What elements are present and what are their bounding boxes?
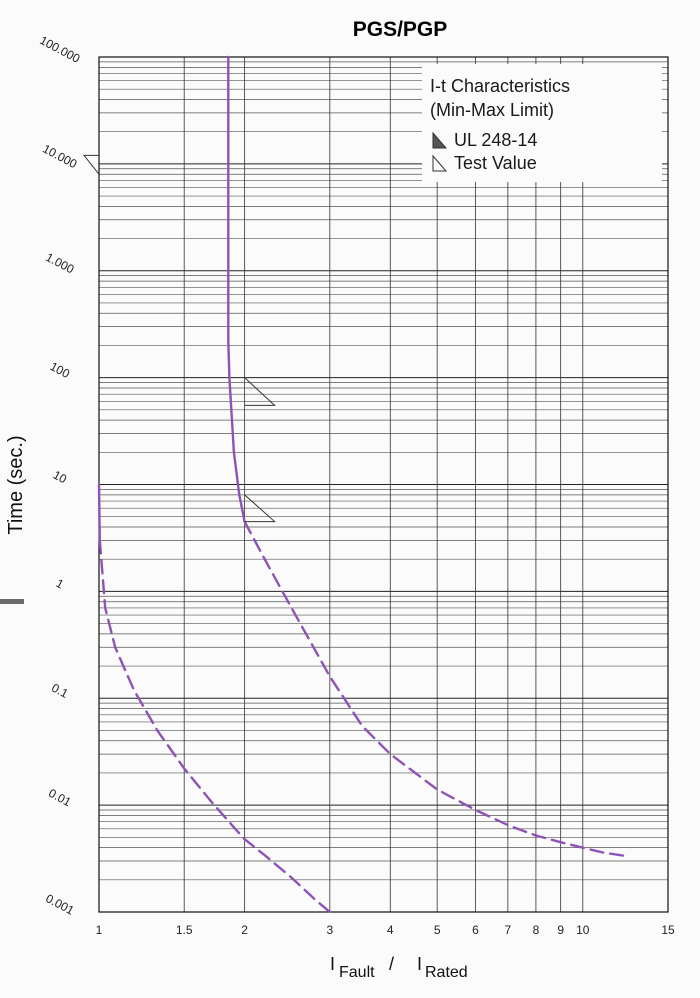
legend-entry-test: Test Value: [454, 153, 537, 173]
y-tick-label: 10.000: [40, 142, 79, 172]
test-value-marker-1: [244, 377, 276, 406]
minor-gridlines: [99, 61, 668, 881]
x-tick-label: 4: [387, 923, 394, 937]
y-tick-label: 100: [48, 359, 73, 381]
x-tick-label: 10: [576, 923, 590, 937]
legend: I-t Characteristics (Min-Max Limit) UL 2…: [422, 64, 662, 182]
edge-marker: [0, 599, 24, 604]
y-tick-label: 1: [54, 576, 67, 592]
x-tick-label: 7: [505, 923, 512, 937]
legend-title-line-1: I-t Characteristics: [430, 76, 570, 96]
x-tick-label: 2: [241, 923, 248, 937]
ul-limit-marker: [82, 154, 100, 175]
y-tick-label: 1.000: [43, 250, 76, 277]
series-1-segment-1: [97, 483, 102, 542]
y-tick-label: 0.1: [49, 681, 71, 701]
x-tick-label: 15: [661, 923, 675, 937]
x-label-rated: Rated: [425, 964, 468, 981]
legend-background: [422, 64, 662, 182]
legend-entry-ul: UL 248-14: [454, 130, 537, 150]
y-tick-label: 100.000: [37, 33, 82, 66]
y-tick-label: 0.001: [43, 891, 76, 918]
outline-triangle-icon: [432, 154, 448, 172]
filled-triangle-icon: [432, 131, 448, 149]
x-label-fault: Fault: [339, 964, 375, 981]
y-axis-label: Time (sec.): [5, 435, 27, 534]
series-2-segment-1: [227, 55, 246, 523]
y-tick-labels: 100.000 10.000 1.000 100 10 1 0.1 0.01 0.001: [37, 33, 82, 918]
series-layer: [97, 55, 631, 914]
x-tick-label: 8: [533, 923, 540, 937]
test-value-markers: [82, 154, 276, 523]
y-tick-label: 10: [51, 468, 70, 487]
legend-title-line-2: (Min-Max Limit): [430, 100, 554, 120]
series-2-segment-2: [243, 520, 631, 858]
x-tick-label: 6: [472, 923, 479, 937]
x-tick-labels: 1 1.5 2 3 4 5 6 7 8 9 10 15: [96, 923, 675, 937]
x-tick-label: 3: [326, 923, 333, 937]
x-axis-label: I Fault / I Rated: [330, 954, 468, 981]
major-gridlines: [98, 56, 669, 913]
x-label-separator: /: [389, 954, 394, 974]
x-tick-label: 9: [557, 923, 564, 937]
x-tick-label: 5: [434, 923, 441, 937]
x-label-current-symbol-2: I: [417, 954, 422, 974]
x-tick-label: 1.5: [176, 923, 193, 937]
y-tick-label: 0.01: [46, 786, 73, 809]
series-1-segment-2: [98, 539, 331, 914]
x-label-current-symbol-1: I: [330, 954, 335, 974]
chart-title: PGS/PGP: [353, 18, 448, 41]
x-tick-label: 1: [96, 923, 103, 937]
test-value-marker-2: [244, 494, 276, 523]
